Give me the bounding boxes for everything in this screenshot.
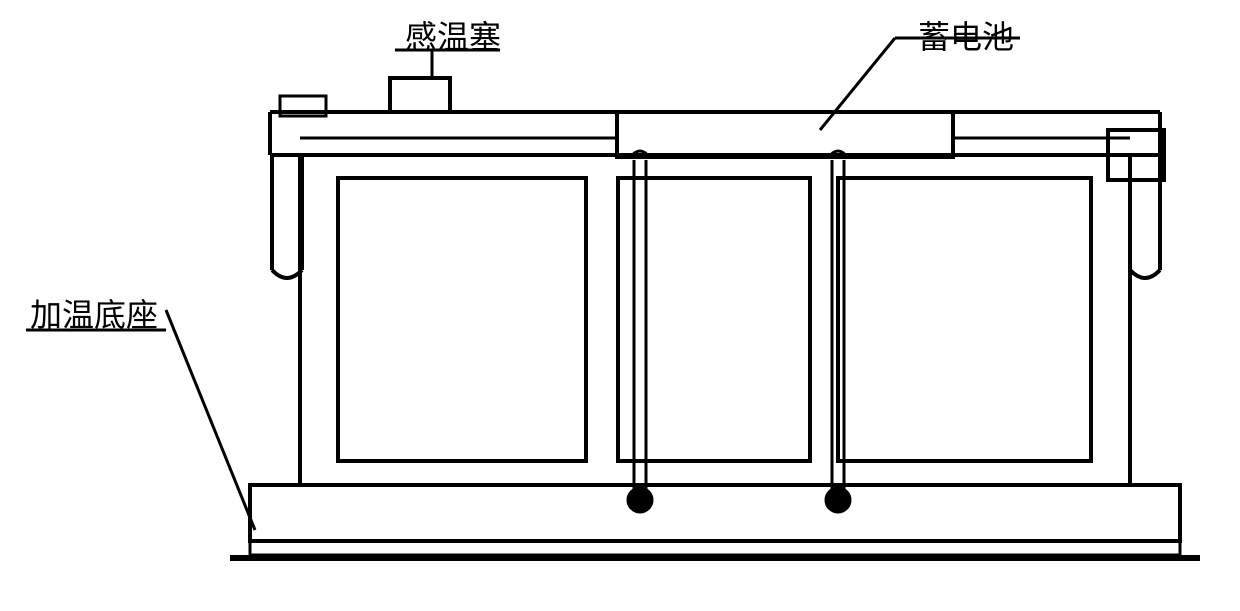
label-battery: 蓄电池: [918, 12, 1014, 58]
label-temp-plug: 感温塞: [405, 12, 501, 58]
diagram-container: 感温塞 蓄电池 加温底座: [0, 0, 1240, 611]
schematic-svg: [0, 0, 1240, 611]
label-heating-base: 加温底座: [30, 290, 158, 336]
